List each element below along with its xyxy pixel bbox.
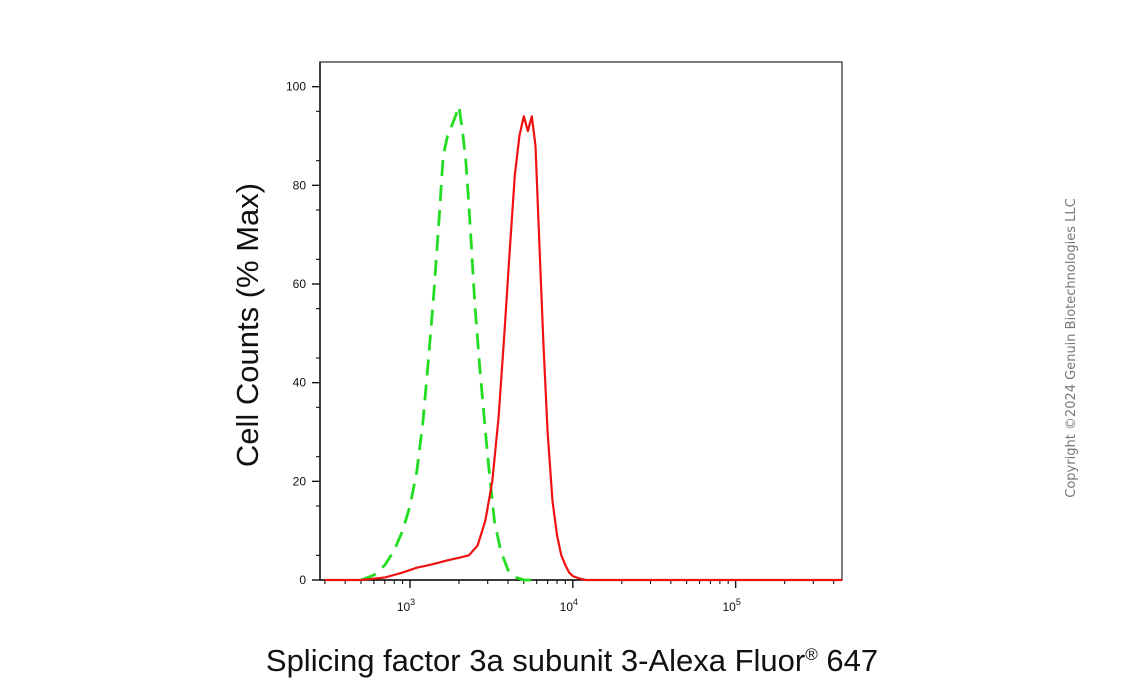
y-tick-label: 20 <box>293 474 307 488</box>
y-tick-label: 0 <box>299 573 306 587</box>
x-axis-title-registered-mark: ® <box>805 645 818 664</box>
x-axis-title-suffix: 647 <box>818 643 878 678</box>
y-axis-ticks: 0 20 40 60 80 100 <box>286 80 320 587</box>
y-axis-title: Cell Counts (% Max) <box>230 183 265 467</box>
x-axis-title-main: Splicing factor 3a subunit 3-Alexa Fluor <box>266 643 805 678</box>
y-tick-label: 40 <box>293 376 307 390</box>
x-tick-label: 105 <box>722 597 740 614</box>
x-tick-label: 103 <box>397 597 415 614</box>
copyright-text: Copyright ©2024 Genuin Biotechnologies L… <box>1064 198 1079 497</box>
control-dashed-series-line <box>360 105 537 582</box>
x-tick-label: 104 <box>560 597 578 614</box>
x-axis-title: Splicing factor 3a subunit 3-Alexa Fluor… <box>266 643 878 678</box>
y-tick-label: 60 <box>293 277 307 291</box>
y-tick-label: 100 <box>286 80 306 94</box>
sample-solid-series-line <box>324 115 842 582</box>
plot-frame <box>319 61 843 581</box>
series-layer <box>324 105 842 582</box>
x-axis-ticks: 103 104 105 <box>324 580 835 614</box>
y-tick-label: 80 <box>293 178 307 192</box>
